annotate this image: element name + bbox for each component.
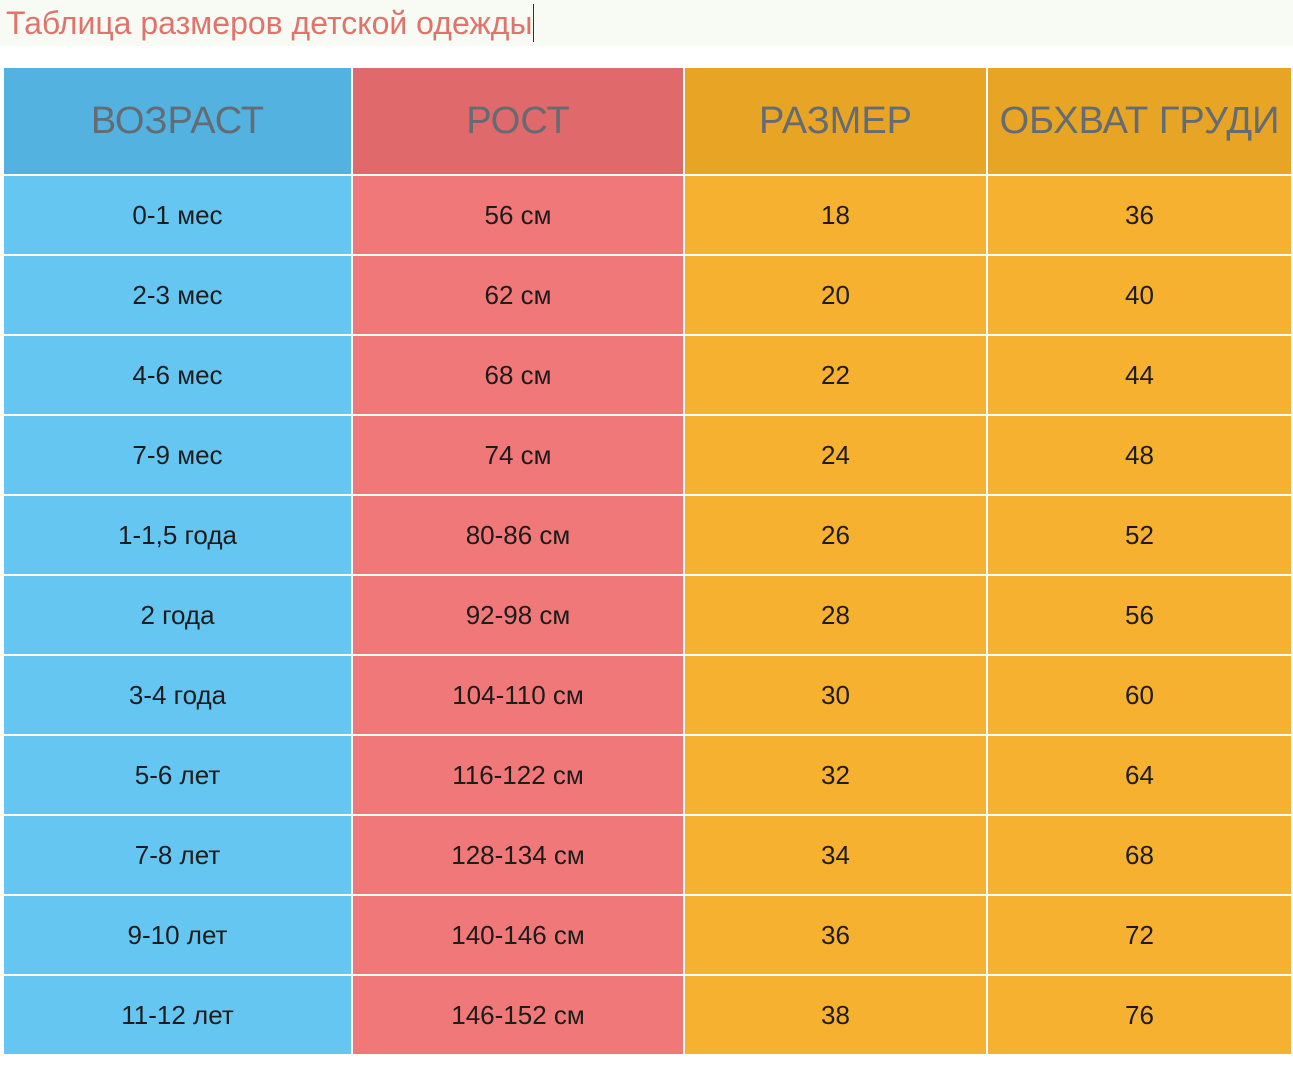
cell-height: 56 см <box>351 174 685 256</box>
cell-chest: 36 <box>986 174 1291 256</box>
header-height: РОСТ <box>351 68 685 176</box>
cell-height: 116-122 см <box>351 734 685 816</box>
cell-age: 2 года <box>4 574 353 656</box>
cell-age: 9-10 лет <box>4 894 353 976</box>
cell-size: 30 <box>683 654 988 736</box>
table-row: 11-12 лет 146-152 см 38 76 <box>4 974 1291 1056</box>
table-row: 2-3 мес 62 см 20 40 <box>4 254 1291 336</box>
cell-chest: 56 <box>986 574 1291 656</box>
cell-height: 62 см <box>351 254 685 336</box>
cell-size: 20 <box>683 254 988 336</box>
cell-age: 3-4 года <box>4 654 353 736</box>
header-size: РАЗМЕР <box>683 68 988 176</box>
table-row: 9-10 лет 140-146 см 36 72 <box>4 894 1291 976</box>
cell-chest: 72 <box>986 894 1291 976</box>
cell-chest: 44 <box>986 334 1291 416</box>
cell-size: 38 <box>683 974 988 1056</box>
cell-height: 104-110 см <box>351 654 685 736</box>
table-row: 4-6 мес 68 см 22 44 <box>4 334 1291 416</box>
cell-age: 2-3 мес <box>4 254 353 336</box>
cell-height: 92-98 см <box>351 574 685 656</box>
cell-size: 36 <box>683 894 988 976</box>
cell-size: 32 <box>683 734 988 816</box>
table-row: 2 года 92-98 см 28 56 <box>4 574 1291 656</box>
cell-age: 7-9 мес <box>4 414 353 496</box>
cell-height: 140-146 см <box>351 894 685 976</box>
cell-size: 18 <box>683 174 988 256</box>
cell-chest: 40 <box>986 254 1291 336</box>
cell-chest: 48 <box>986 414 1291 496</box>
table-row: 7-8 лет 128-134 см 34 68 <box>4 814 1291 896</box>
cell-chest: 64 <box>986 734 1291 816</box>
table-header-row: ВОЗРАСТ РОСТ РАЗМЕР ОБХВАТ ГРУДИ <box>4 68 1291 176</box>
cell-height: 146-152 см <box>351 974 685 1056</box>
document-title-bar: Таблица размеров детской одежды <box>0 0 1293 46</box>
document-title-text: Таблица размеров детской одежды <box>6 5 533 41</box>
cell-height: 74 см <box>351 414 685 496</box>
cell-height: 68 см <box>351 334 685 416</box>
cell-chest: 60 <box>986 654 1291 736</box>
cell-age: 1-1,5 года <box>4 494 353 576</box>
cell-size: 26 <box>683 494 988 576</box>
cell-age: 5-6 лет <box>4 734 353 816</box>
cell-age: 4-6 мес <box>4 334 353 416</box>
table-row: 5-6 лет 116-122 см 32 64 <box>4 734 1291 816</box>
cell-chest: 76 <box>986 974 1291 1056</box>
header-chest: ОБХВАТ ГРУДИ <box>986 68 1291 176</box>
cell-size: 28 <box>683 574 988 656</box>
cell-age: 7-8 лет <box>4 814 353 896</box>
table-row: 1-1,5 года 80-86 см 26 52 <box>4 494 1291 576</box>
cell-size: 24 <box>683 414 988 496</box>
cell-size: 34 <box>683 814 988 896</box>
cell-chest: 68 <box>986 814 1291 896</box>
cell-chest: 52 <box>986 494 1291 576</box>
text-cursor <box>533 4 535 42</box>
cell-size: 22 <box>683 334 988 416</box>
table-row: 0-1 мес 56 см 18 36 <box>4 174 1291 256</box>
document-title[interactable]: Таблица размеров детской одежды <box>6 4 535 42</box>
cell-height: 128-134 см <box>351 814 685 896</box>
table-row: 3-4 года 104-110 см 30 60 <box>4 654 1291 736</box>
cell-age: 11-12 лет <box>4 974 353 1056</box>
cell-height: 80-86 см <box>351 494 685 576</box>
table-body: 0-1 мес 56 см 18 36 2-3 мес 62 см 20 40 4-6 мес 6… <box>4 174 1291 1056</box>
table-row: 7-9 мес 74 см 24 48 <box>4 414 1291 496</box>
size-chart-table: ВОЗРАСТ РОСТ РАЗМЕР ОБХВАТ ГРУДИ 0-1 мес… <box>4 68 1291 1056</box>
header-age: ВОЗРАСТ <box>4 68 353 176</box>
cell-age: 0-1 мес <box>4 174 353 256</box>
